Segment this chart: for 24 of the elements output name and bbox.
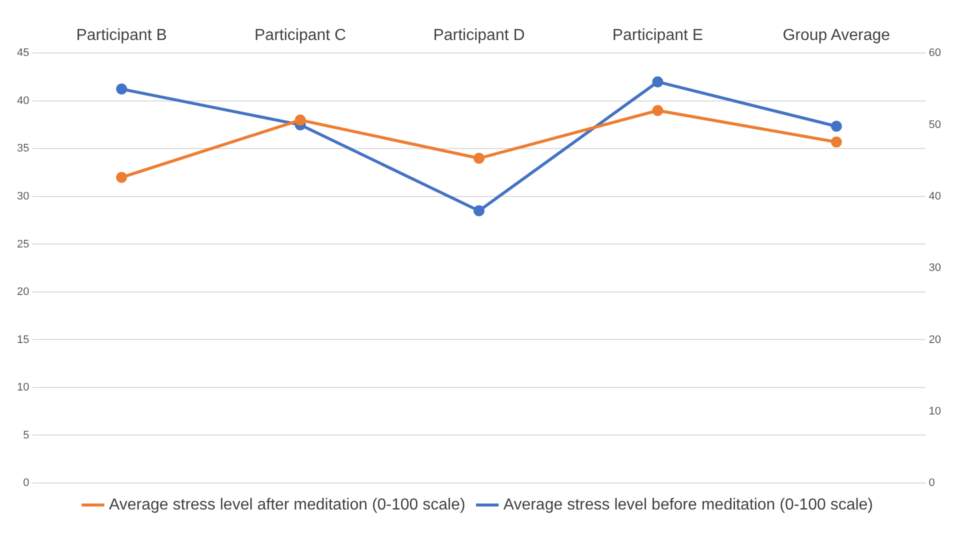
x-tick-label: Participant E: [612, 27, 704, 44]
y2-tick-label: 0: [928, 477, 935, 490]
y2-tick-label: 40: [928, 190, 942, 202]
y-tick-label: 25: [16, 238, 30, 250]
x-tick-label: Participant D: [433, 27, 525, 44]
x-tick-label: Group Average: [782, 27, 890, 44]
y-tick-label: 40: [16, 94, 30, 107]
legend-label: Average stress level after meditation (0-100 scale): [109, 496, 466, 514]
y2-tick-label: 60: [928, 47, 942, 60]
legend-label: Average stress level before meditation (0-100 scale): [503, 496, 873, 514]
y-tick-label: 10: [16, 382, 30, 394]
y-tick-label: 20: [16, 286, 30, 298]
x-tick-label: Participant B: [76, 27, 167, 44]
y-tick-label: 5: [23, 429, 30, 442]
y-tick-label: 45: [16, 47, 30, 60]
y2-tick-label: 20: [928, 334, 942, 346]
x-tick-label: Participant C: [254, 27, 346, 44]
y2-tick-label: 10: [928, 405, 942, 418]
y-tick-label: 0: [23, 477, 30, 490]
y-tick-label: 15: [16, 334, 30, 346]
y-tick-label: 35: [16, 142, 30, 155]
y2-tick-label: 30: [928, 262, 942, 274]
y2-tick-label: 50: [928, 118, 942, 131]
y-tick-label: 30: [16, 190, 30, 202]
